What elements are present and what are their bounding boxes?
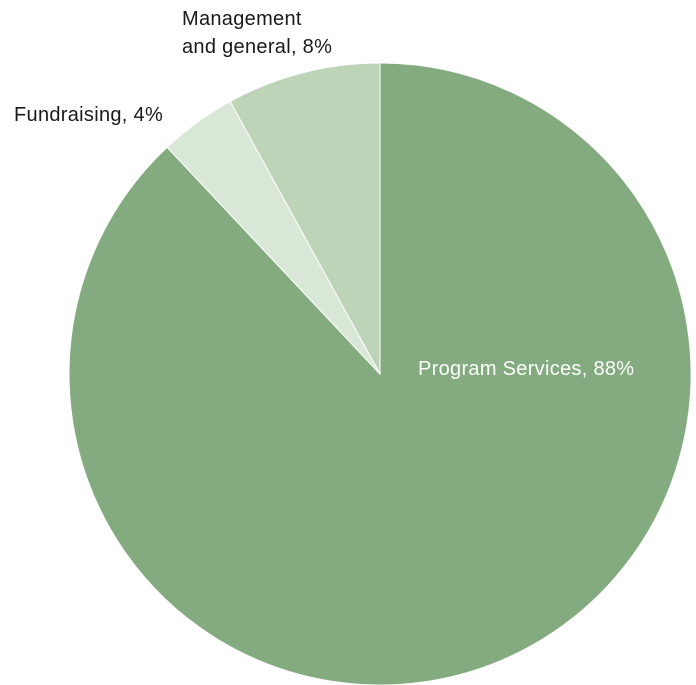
slice-label-line: and general, 8%	[182, 36, 332, 58]
slice-label-fundraising: Fundraising, 4%	[14, 104, 163, 126]
slice-labels: Program Services, 88% Fundraising, 4% Mana…	[14, 8, 634, 380]
pie-slice-management-and-general	[229, 62, 381, 375]
slice-label-line: Management	[182, 8, 302, 30]
slice-label-line: Program Services, 88%	[418, 358, 634, 380]
slice-label-management-and-general: Management and general, 8%	[182, 8, 332, 58]
pie-slices	[68, 62, 692, 685]
slice-label-program-services: Program Services, 88%	[418, 358, 634, 380]
slice-label-line: Fundraising, 4%	[14, 104, 163, 126]
